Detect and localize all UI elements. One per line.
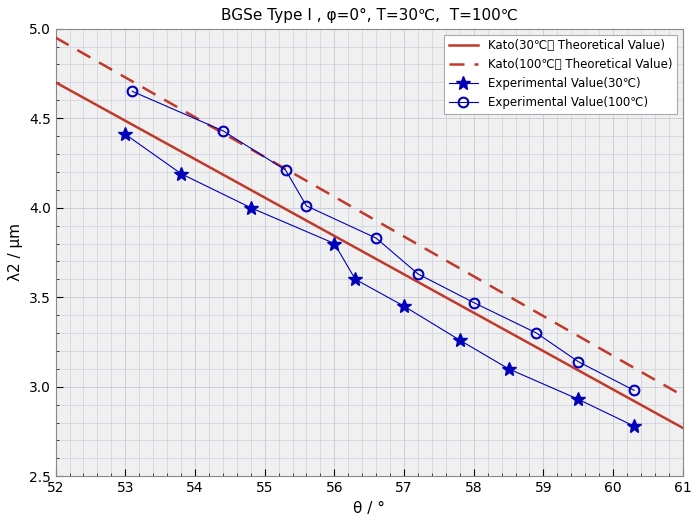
Legend: Kato(30℃， Theoretical Value), Kato(100℃， Theoretical Value), Experimental Value(: Kato(30℃， Theoretical Value), Kato(100℃，… [444,35,677,114]
Title: BGSe Type I , φ=0°, T=30℃,  T=100℃: BGSe Type I , φ=0°, T=30℃, T=100℃ [220,8,517,24]
Y-axis label: λ2 / μm: λ2 / μm [8,223,23,281]
X-axis label: θ / °: θ / ° [354,500,385,516]
